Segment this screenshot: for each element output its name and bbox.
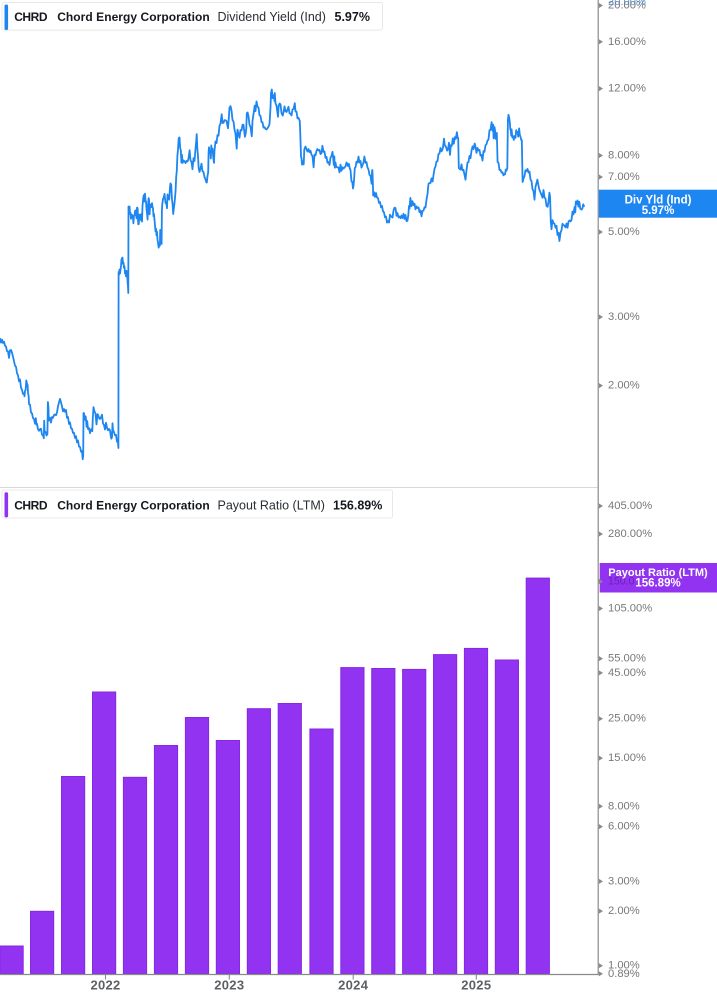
svg-text:15.00%: 15.00% <box>608 752 646 764</box>
svg-text:2022: 2022 <box>90 978 120 993</box>
svg-text:Payout Ratio (LTM): Payout Ratio (LTM) <box>218 498 325 512</box>
svg-text:Div Yld (Ind): Div Yld (Ind) <box>625 194 692 206</box>
svg-text:5.97%: 5.97% <box>642 205 675 217</box>
svg-text:7.00%: 7.00% <box>608 171 640 183</box>
svg-text:280.00%: 280.00% <box>608 528 652 540</box>
svg-text:55.00%: 55.00% <box>608 653 646 665</box>
svg-text:156.89%: 156.89% <box>635 577 680 589</box>
svg-text:12.00%: 12.00% <box>608 83 646 95</box>
svg-text:405.00%: 405.00% <box>608 500 652 512</box>
svg-text:Chord Energy Corporation: Chord Energy Corporation <box>57 10 210 24</box>
svg-text:8.00%: 8.00% <box>608 150 640 162</box>
svg-text:2025: 2025 <box>461 978 491 993</box>
svg-text:5.97%: 5.97% <box>335 10 370 24</box>
svg-text:20.00%: 20.00% <box>608 0 646 8</box>
svg-text:16.00%: 16.00% <box>608 36 646 48</box>
svg-text:3.00%: 3.00% <box>608 875 640 887</box>
svg-text:3.00%: 3.00% <box>608 311 640 323</box>
svg-text:2024: 2024 <box>338 978 369 993</box>
svg-text:6.00%: 6.00% <box>608 821 640 833</box>
svg-text:2.00%: 2.00% <box>608 380 640 392</box>
svg-text:0.89%: 0.89% <box>608 968 640 980</box>
svg-text:156.89%: 156.89% <box>333 498 382 512</box>
svg-text:Payout Ratio (LTM): Payout Ratio (LTM) <box>608 567 708 579</box>
svg-text:20.00%: 20.00% <box>608 0 646 12</box>
svg-text:CHRD: CHRD <box>14 498 48 512</box>
svg-text:25.00%: 25.00% <box>608 713 646 725</box>
svg-text:2.00%: 2.00% <box>608 905 640 917</box>
svg-text:105.00%: 105.00% <box>608 603 652 615</box>
svg-text:1.00%: 1.00% <box>608 960 640 972</box>
svg-text:150.0: 150.0 <box>608 576 635 588</box>
svg-text:2023: 2023 <box>214 978 244 993</box>
svg-text:Dividend Yield (Ind): Dividend Yield (Ind) <box>218 10 326 24</box>
svg-text:8.00%: 8.00% <box>608 800 640 812</box>
svg-text:5.00%: 5.00% <box>608 226 640 238</box>
svg-text:CHRD: CHRD <box>14 10 48 24</box>
svg-text:Chord Energy Corporation: Chord Energy Corporation <box>57 498 210 512</box>
svg-text:45.00%: 45.00% <box>608 667 646 679</box>
